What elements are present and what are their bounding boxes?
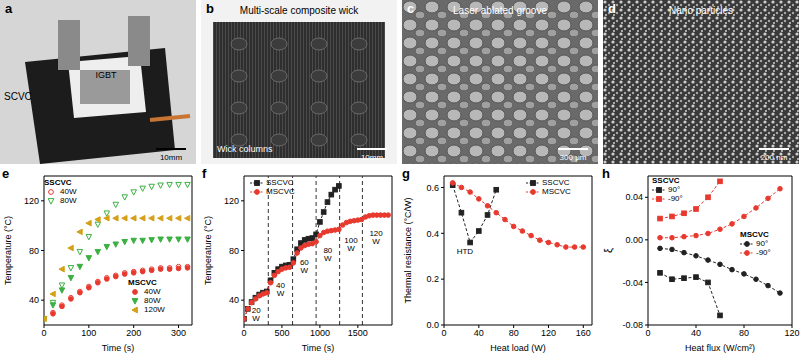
svg-text:Temperature (°C): Temperature (°C) xyxy=(3,216,13,285)
svg-text:HTD: HTD xyxy=(457,247,474,256)
svg-text:40: 40 xyxy=(474,328,484,338)
svg-text:0.00: 0.00 xyxy=(625,235,643,245)
svg-text:40: 40 xyxy=(691,328,701,338)
svg-text:Wick columns: Wick columns xyxy=(217,144,273,154)
html-text:40W: 40W xyxy=(144,287,161,296)
html-text:SSCVC: SSCVC xyxy=(266,178,294,187)
svg-text:d: d xyxy=(608,1,616,16)
html-text:h: h xyxy=(602,166,610,181)
svg-text:120W: 120W xyxy=(369,229,383,246)
html-text:MSCVC: MSCVC xyxy=(542,187,571,196)
svg-text:120: 120 xyxy=(24,196,39,206)
html-text:e: e xyxy=(2,166,10,181)
svg-text:60W: 60W xyxy=(300,258,309,275)
svg-text:Heat load (W): Heat load (W) xyxy=(490,343,546,353)
html-text:90°: 90° xyxy=(668,185,681,194)
svg-text:c: c xyxy=(407,1,414,16)
svg-text:Time (s): Time (s) xyxy=(102,343,135,353)
html-text:SSCVC: SSCVC xyxy=(652,176,680,185)
svg-text:ξ: ξ xyxy=(602,248,614,253)
svg-text:Heat flux (W/cm²): Heat flux (W/cm²) xyxy=(685,343,755,353)
svg-text:1500: 1500 xyxy=(348,328,368,338)
svg-text:40W: 40W xyxy=(276,281,285,298)
svg-text:300 μm: 300 μm xyxy=(560,153,587,162)
svg-text:40: 40 xyxy=(29,295,39,305)
svg-text:200 nm: 200 nm xyxy=(761,153,788,162)
svg-text:500: 500 xyxy=(274,328,289,338)
svg-text:300: 300 xyxy=(171,328,186,338)
svg-text:Multi-scale composite wick: Multi-scale composite wick xyxy=(240,5,359,16)
svg-text:0: 0 xyxy=(645,328,650,338)
html-text:40W: 40W xyxy=(60,187,77,196)
svg-text:40: 40 xyxy=(229,295,239,305)
svg-text:20W: 20W xyxy=(252,306,261,323)
svg-text:Nano particles: Nano particles xyxy=(669,5,733,16)
svg-text:0.4: 0.4 xyxy=(426,229,439,239)
svg-text:160: 160 xyxy=(576,328,591,338)
svg-text:120: 120 xyxy=(541,328,556,338)
html-text:MSCVC: MSCVC xyxy=(740,230,769,239)
svg-text:0: 0 xyxy=(41,328,46,338)
svg-text:120: 120 xyxy=(784,328,799,338)
svg-text:SCVC: SCVC xyxy=(4,91,32,102)
html-text:MSCVC: MSCVC xyxy=(128,278,157,287)
svg-text:80: 80 xyxy=(229,246,239,256)
html-text:-90°: -90° xyxy=(668,194,683,203)
html-text:SSCVC: SSCVC xyxy=(44,178,72,187)
svg-text:10mm: 10mm xyxy=(160,153,183,162)
svg-text:0.0: 0.0 xyxy=(426,320,439,330)
html-text:-90°: -90° xyxy=(756,248,771,257)
svg-text:0: 0 xyxy=(241,328,246,338)
svg-text:-0.04: -0.04 xyxy=(622,278,643,288)
svg-text:100W: 100W xyxy=(344,236,358,253)
html-text:f: f xyxy=(202,166,207,181)
svg-text:80: 80 xyxy=(509,328,519,338)
svg-text:1000: 1000 xyxy=(310,328,330,338)
html-text:120W: 120W xyxy=(144,305,165,314)
svg-text:10mm: 10mm xyxy=(361,153,384,162)
html-text:90°: 90° xyxy=(756,239,769,248)
svg-text:80: 80 xyxy=(739,328,749,338)
svg-text:a: a xyxy=(5,1,13,16)
svg-text:Temperature (°C): Temperature (°C) xyxy=(203,216,213,285)
html-text:g: g xyxy=(402,166,410,181)
svg-text:Time (s): Time (s) xyxy=(302,343,335,353)
svg-text:0: 0 xyxy=(441,328,446,338)
svg-text:80: 80 xyxy=(29,246,39,256)
html-text:80W: 80W xyxy=(60,196,77,205)
svg-text:80W: 80W xyxy=(323,246,332,263)
html-text:MSCVC: MSCVC xyxy=(266,187,295,196)
svg-text:b: b xyxy=(206,1,214,16)
svg-text:0.04: 0.04 xyxy=(625,192,643,202)
svg-text:100: 100 xyxy=(81,328,96,338)
html-text:SSCVC: SSCVC xyxy=(542,178,570,187)
svg-text:200: 200 xyxy=(126,328,141,338)
svg-text:120: 120 xyxy=(224,196,239,206)
svg-text:Laser ablated groove: Laser ablated groove xyxy=(453,5,547,16)
svg-text:0.2: 0.2 xyxy=(426,274,439,284)
svg-text:IGBT: IGBT xyxy=(95,70,117,80)
svg-text:0.6: 0.6 xyxy=(426,183,439,193)
svg-text:-0.08: -0.08 xyxy=(622,320,643,330)
html-text:80W: 80W xyxy=(144,296,161,305)
svg-text:Thermal resistance (°C/W): Thermal resistance (°C/W) xyxy=(403,197,413,303)
